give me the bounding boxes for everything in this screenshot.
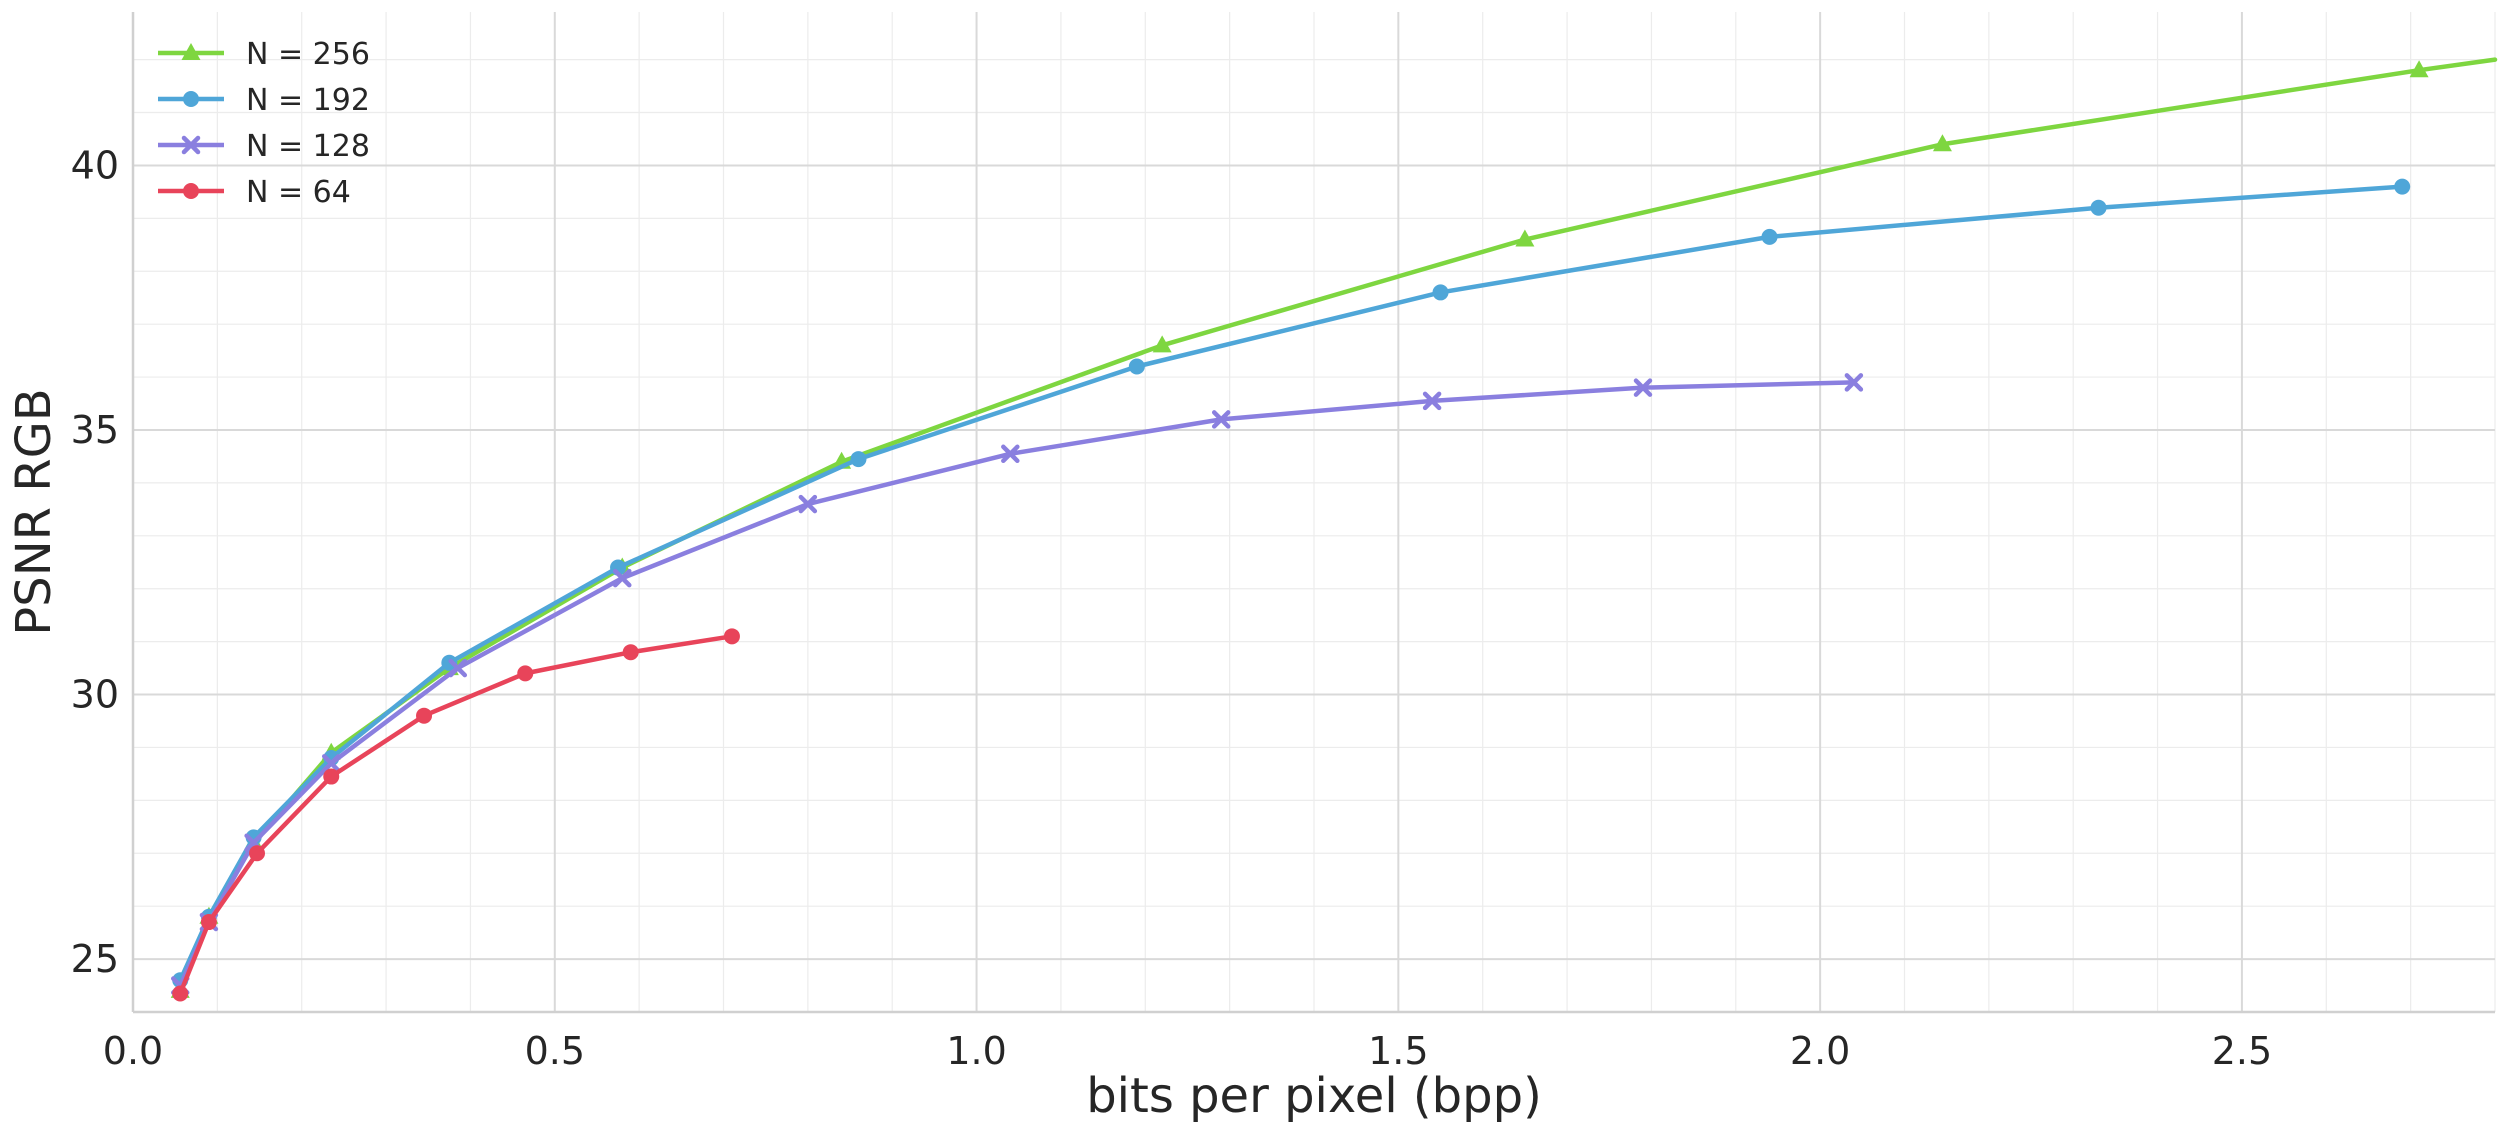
data-point xyxy=(1515,229,1535,247)
x-tick-label: 2.5 xyxy=(2212,1029,2272,1073)
y-axis-title: PSNR RGB xyxy=(6,388,62,635)
data-point xyxy=(1001,444,1020,464)
data-point xyxy=(321,754,341,773)
x-marker-stroke xyxy=(181,135,201,155)
data-point xyxy=(2090,199,2107,216)
data-point xyxy=(1633,378,1653,397)
data-point xyxy=(622,644,639,661)
x-tick-label: 1.0 xyxy=(946,1029,1006,1073)
legend-marker xyxy=(183,91,199,107)
data-point xyxy=(1432,284,1449,301)
x-marker-stroke xyxy=(1211,410,1231,429)
data-point xyxy=(517,665,534,682)
y-tick-label: 35 xyxy=(71,408,119,452)
data-point xyxy=(1761,228,1778,245)
x-marker-stroke xyxy=(1633,378,1653,397)
legend: N = 256 N = 192 N = 128 N = 64 xyxy=(158,37,370,210)
series-n-192 xyxy=(172,178,2411,989)
x-tick-label: 2.0 xyxy=(1790,1029,1850,1073)
x-marker-stroke xyxy=(448,658,468,678)
legend-item: N = 128 xyxy=(158,129,370,164)
x-axis-title: bits per pixel (bpp) xyxy=(1086,1068,1542,1124)
data-point xyxy=(448,658,468,678)
data-point xyxy=(416,707,433,724)
x-marker-stroke xyxy=(613,568,632,588)
series-line xyxy=(177,380,1857,988)
data-point xyxy=(2409,60,2429,78)
data-point xyxy=(249,845,266,862)
data-point xyxy=(798,494,818,514)
x-marker-stroke xyxy=(1001,444,1020,464)
y-tick-label: 25 xyxy=(71,937,119,981)
data-point xyxy=(1211,410,1231,429)
x-marker-stroke xyxy=(244,833,263,852)
series-n-256 xyxy=(170,57,2498,998)
data-point xyxy=(1152,335,1172,353)
data-point xyxy=(1932,134,1952,152)
x-marker-stroke xyxy=(1844,373,1864,392)
axes-layer: 0.0 0.5 1.0 1.5 2.0 2.5 25 30 35 40 xyxy=(71,12,2495,1073)
legend-item: N = 192 xyxy=(158,83,370,118)
series-line xyxy=(177,57,2498,994)
legend-label: N = 64 xyxy=(246,175,351,210)
x-marker-stroke xyxy=(798,494,818,514)
legend-marker xyxy=(181,135,201,155)
series-line xyxy=(177,634,735,996)
series-n-64 xyxy=(172,628,740,1002)
x-marker-stroke xyxy=(321,754,341,773)
legend-marker xyxy=(181,43,201,60)
legend-item: N = 256 xyxy=(158,37,370,72)
legend-label: N = 192 xyxy=(246,83,370,118)
legend-label: N = 128 xyxy=(246,129,370,164)
x-tick-label: 0.5 xyxy=(525,1029,585,1073)
data-point xyxy=(1128,358,1145,375)
y-tick-label: 40 xyxy=(71,143,119,187)
data-point xyxy=(613,568,632,588)
data-point xyxy=(850,451,867,468)
legend-marker xyxy=(183,183,199,199)
legend-item: N = 64 xyxy=(158,175,351,210)
x-marker-stroke xyxy=(1422,391,1442,411)
legend-label: N = 256 xyxy=(246,37,370,72)
series-layer xyxy=(170,57,2498,1002)
x-tick-label: 1.5 xyxy=(1368,1029,1428,1073)
data-point xyxy=(200,914,217,931)
grid-layer xyxy=(132,12,2496,1013)
x-tick-label: 0.0 xyxy=(103,1029,163,1073)
data-point xyxy=(1844,373,1864,392)
data-point xyxy=(323,768,340,785)
data-point xyxy=(172,985,189,1002)
data-point xyxy=(723,628,740,645)
data-point xyxy=(1422,391,1442,411)
y-tick-label: 30 xyxy=(71,673,119,717)
data-point xyxy=(2394,178,2411,195)
